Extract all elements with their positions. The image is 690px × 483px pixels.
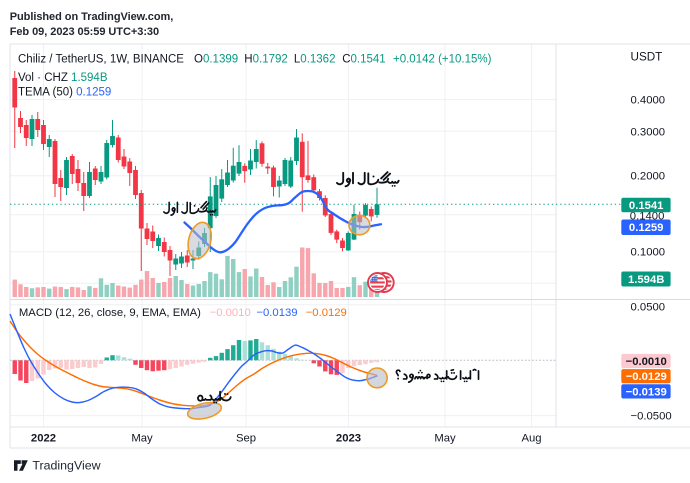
svg-text:0.1259: 0.1259 xyxy=(629,222,664,234)
svg-text:Aug: Aug xyxy=(521,432,541,444)
svg-text:May: May xyxy=(434,432,456,444)
svg-text:−0.0129: −0.0129 xyxy=(626,371,667,383)
svg-text:Sep: Sep xyxy=(236,432,256,444)
svg-text:Feb 09, 2023 05:59 UTC+3:30: Feb 09, 2023 05:59 UTC+3:30 xyxy=(10,26,159,38)
svg-text:TEMA (50) 0.1259: TEMA (50) 0.1259 xyxy=(18,87,111,99)
svg-text:−0.0010: −0.0010 xyxy=(626,356,667,368)
svg-text:+0.0142 (+10.15%): +0.0142 (+10.15%) xyxy=(393,53,492,65)
svg-text:May: May xyxy=(131,432,153,444)
svg-text:C0.1541: C0.1541 xyxy=(342,53,386,65)
svg-text:H0.1792: H0.1792 xyxy=(244,53,287,65)
svg-text:USDT: USDT xyxy=(631,51,663,64)
svg-text:TradingView: TradingView xyxy=(32,459,100,473)
svg-text:1.594B: 1.594B xyxy=(628,274,664,286)
svg-text:MACD (12, 26, close, 9, EMA, E: MACD (12, 26, close, 9, EMA, EMA) xyxy=(19,307,201,319)
svg-text:O0.1399: O0.1399 xyxy=(194,53,238,65)
svg-text:Vol · CHZ 1.594B: Vol · CHZ 1.594B xyxy=(18,72,108,84)
svg-text:0.4000: 0.4000 xyxy=(631,95,666,107)
svg-text:2022: 2022 xyxy=(31,432,56,444)
svg-text:2023: 2023 xyxy=(336,432,361,444)
svg-text:Chiliz / TetherUS, 1W, BINANCE: Chiliz / TetherUS, 1W, BINANCE xyxy=(18,53,184,65)
svg-text:−0.0139: −0.0139 xyxy=(256,307,297,319)
svg-text:0.2000: 0.2000 xyxy=(631,170,666,182)
svg-text:0.3000: 0.3000 xyxy=(631,126,666,138)
svg-text:L0.1362: L0.1362 xyxy=(294,53,336,65)
svg-text:−0.0139: −0.0139 xyxy=(626,386,667,398)
svg-text:−0.0500: −0.0500 xyxy=(631,410,672,422)
svg-text:0.0500: 0.0500 xyxy=(631,302,666,314)
svg-text:−0.0010: −0.0010 xyxy=(210,307,251,319)
svg-text:Published on TradingView.com,: Published on TradingView.com, xyxy=(10,11,174,23)
svg-text:−0.0129: −0.0129 xyxy=(306,307,347,319)
svg-text:0.1000: 0.1000 xyxy=(631,247,666,259)
svg-text:0.1541: 0.1541 xyxy=(629,200,664,212)
